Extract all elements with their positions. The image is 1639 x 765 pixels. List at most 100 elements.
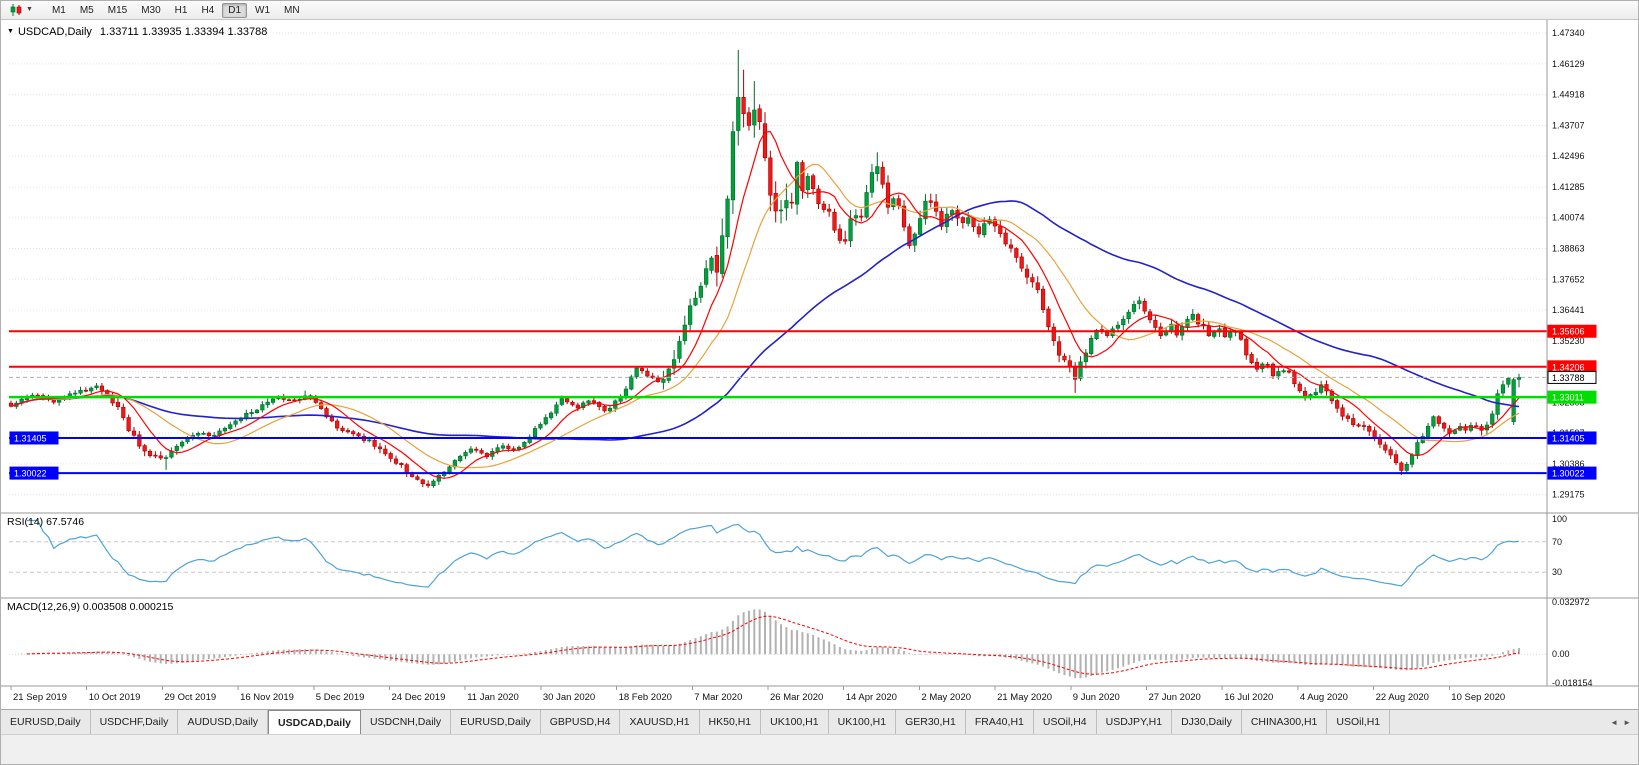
price-axis-label: 1.44918 [1552, 90, 1585, 100]
date-axis-label: 18 Feb 2020 [619, 692, 672, 703]
tab-scroll-right-button[interactable]: ► [1623, 717, 1631, 727]
date-axis-label: 26 Mar 2020 [770, 692, 823, 703]
price-axis-label: 1.47340 [1552, 28, 1585, 38]
chevron-down-icon: ▼ [26, 6, 33, 13]
chart-tab-AUDUSD-Daily[interactable]: AUDUSD,Daily [178, 710, 269, 734]
svg-text:1.35606: 1.35606 [1552, 327, 1585, 337]
timeframe-button-M15[interactable]: M15 [107, 4, 128, 16]
price-axis-label: 1.30386 [1552, 459, 1585, 469]
chart-tab-USOil-H1[interactable]: USOil,H1 [1327, 710, 1391, 734]
chart-tab-USDCHF-Daily[interactable]: USDCHF,Daily [90, 710, 179, 734]
chart-tab-EURUSD-Daily[interactable]: EURUSD,Daily [1, 710, 91, 734]
ma-line-8 [10, 130, 1520, 479]
date-axis-label: 21 Sep 2019 [13, 692, 67, 703]
chart-window[interactable]: 21 Sep 2019 10 Oct 2019 29 Oct 2019 16 Nov … [1, 20, 1639, 709]
price-tag: 1.34206 [1547, 360, 1597, 374]
svg-text:1.31405: 1.31405 [14, 433, 47, 443]
chart-tabs: EURUSD,Daily USDCHF,Daily AUDUSD,Daily USDC… [1, 710, 1391, 734]
svg-text:1.30022: 1.30022 [14, 469, 47, 479]
svg-text:1.34206: 1.34206 [1552, 362, 1585, 372]
date-axis-label: 10 Oct 2019 [89, 692, 141, 703]
date-axis-label: 24 Dec 2019 [392, 692, 446, 703]
date-axis-label: 5 Dec 2019 [316, 692, 365, 703]
price-tag: 1.30022 [1547, 466, 1597, 480]
price-tag: 1.30022 [9, 466, 59, 480]
price-tag: 1.33788 [1547, 370, 1597, 384]
timeframe-button-MN[interactable]: MN [284, 4, 300, 16]
date-axis-label: 4 Aug 2020 [1300, 692, 1348, 703]
price-axis-label: 1.40074 [1552, 213, 1585, 223]
timeframe-button-H1[interactable]: H1 [174, 4, 188, 16]
chart-tab-USDJPY-H1[interactable]: USDJPY,H1 [1096, 710, 1173, 734]
rsi-axis-label: 100 [1552, 514, 1567, 524]
price-axis-label: 1.41285 [1552, 182, 1585, 192]
price-axis-label: 1.43707 [1552, 120, 1585, 130]
timeframe-button-M30[interactable]: M30 [141, 4, 161, 16]
timeframe-button-W1[interactable]: W1 [255, 4, 271, 16]
date-axis-label: 29 Oct 2019 [164, 692, 216, 703]
chart-tab-USDCAD-Daily[interactable]: USDCAD,Daily [268, 710, 361, 734]
candles [8, 49, 1522, 488]
date-axis-label: 10 Sep 2020 [1451, 692, 1505, 703]
rsi-line [27, 519, 1520, 588]
date-axis-label: 2 May 2020 [921, 692, 971, 703]
price-axis-label: 1.37652 [1552, 274, 1585, 284]
status-bar [1, 734, 1638, 764]
ma-line-17 [10, 163, 1520, 469]
rsi-axis-label: 70 [1552, 537, 1562, 547]
toolbar: ▼ M1 M5 M15 M30 H1 H4 D1 W1 MN [1, 1, 1638, 20]
macd-axis-label: 0.00 [1552, 649, 1570, 659]
rsi-axis-label: 30 [1552, 567, 1562, 577]
tab-scroll-left-button[interactable]: ◄ [1610, 717, 1619, 727]
chart-tabbar: EURUSD,Daily USDCHF,Daily AUDUSD,Daily USDC… [1, 709, 1638, 734]
svg-text:1.30022: 1.30022 [1552, 469, 1585, 479]
timeframe-toolbar: M1 M5 M15 M30 H1 H4 D1 W1 MN [46, 2, 306, 18]
macd-axis-label: -0.018154 [1552, 678, 1593, 688]
tab-scroll-arrows: ◄ ► [1603, 710, 1638, 734]
date-axis-label: 9 Jun 2020 [1073, 692, 1120, 703]
date-axis-label: 27 Jun 2020 [1149, 692, 1201, 703]
chart-tab-XAUUSD-H1[interactable]: XAUUSD,H1 [620, 710, 700, 734]
timeframe-button-H4[interactable]: H4 [201, 4, 215, 16]
timeframe-button-D1[interactable]: D1 [222, 2, 248, 18]
date-axis-label: 16 Nov 2019 [240, 692, 294, 703]
price-tag: 1.33011 [1547, 390, 1597, 404]
price-axis-label: 1.38863 [1552, 243, 1585, 253]
chart-tab-FRA40-H1[interactable]: FRA40,H1 [965, 710, 1034, 734]
price-tag: 1.31405 [9, 431, 59, 445]
date-axis-label: 16 Jul 2020 [1224, 692, 1273, 703]
chart-tab-EURUSD-Daily[interactable]: EURUSD,Daily [451, 710, 541, 734]
price-chart-canvas[interactable]: 21 Sep 2019 10 Oct 2019 29 Oct 2019 16 Nov … [1, 20, 1639, 709]
price-axis-label: 1.35230 [1552, 336, 1585, 346]
price-tag: 1.35606 [1547, 324, 1597, 338]
price-axis-label: 1.29175 [1552, 490, 1585, 500]
chart-type-button[interactable]: ▼ [4, 2, 38, 18]
candlestick-chart-icon [10, 4, 22, 16]
timeframe-button-M5[interactable]: M5 [79, 4, 94, 16]
chart-tab-CHINA300-H1[interactable]: CHINA300,H1 [1241, 710, 1328, 734]
chart-tab-USDCNH-Daily[interactable]: USDCNH,Daily [360, 710, 452, 734]
macd-axis-label: 0.032972 [1552, 597, 1590, 607]
date-axis-label: 30 Jan 2020 [543, 692, 595, 703]
timeframe-button-M1[interactable]: M1 [51, 4, 66, 16]
svg-text:1.33788: 1.33788 [1552, 373, 1585, 383]
price-axis-label: 1.36441 [1552, 305, 1585, 315]
chart-tab-USOil-H4[interactable]: USOil,H4 [1033, 710, 1097, 734]
date-axis-label: 21 May 2020 [997, 692, 1052, 703]
chart-tab-GER30-H1[interactable]: GER30,H1 [896, 710, 966, 734]
price-axis-label: 1.42496 [1552, 151, 1585, 161]
ma-line-55 [10, 200, 1520, 441]
chart-tab-GBPUSD-H4[interactable]: GBPUSD,H4 [540, 710, 621, 734]
date-axis-label: 14 Apr 2020 [846, 692, 897, 703]
date-axis-label: 11 Jan 2020 [467, 692, 519, 703]
date-axis-label: 7 Mar 2020 [694, 692, 742, 703]
chart-tab-UK100-H1[interactable]: UK100,H1 [761, 710, 829, 734]
chart-tab-UK100-H1[interactable]: UK100,H1 [828, 710, 897, 734]
svg-text:1.33011: 1.33011 [1552, 393, 1584, 403]
chart-tab-HK50-H1[interactable]: HK50,H1 [699, 710, 762, 734]
macd-signal-line [26, 615, 1520, 675]
price-axis-label: 1.46129 [1552, 59, 1585, 69]
svg-text:1.31405: 1.31405 [1552, 433, 1585, 443]
chart-tab-DJ30-Daily[interactable]: DJ30,Daily [1172, 710, 1242, 734]
